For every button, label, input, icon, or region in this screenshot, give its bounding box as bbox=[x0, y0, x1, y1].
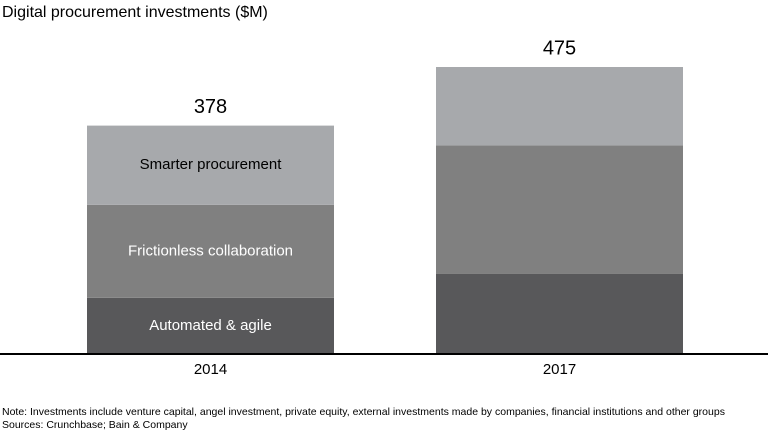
total-label: 378 bbox=[194, 96, 227, 118]
x-tick-label: 2014 bbox=[194, 361, 227, 378]
x-tick-label: 2017 bbox=[543, 361, 576, 378]
bar-segment bbox=[87, 297, 334, 354]
segment-label: Automated & agile bbox=[149, 317, 272, 334]
segment-label: Smarter procurement bbox=[140, 156, 283, 173]
note: Note: Investments include venture capita… bbox=[2, 406, 725, 418]
segment-label: Frictionless collaboration bbox=[128, 242, 293, 259]
bar-segment bbox=[436, 67, 683, 146]
sources: Sources: Crunchbase; Bain & Company bbox=[2, 419, 188, 431]
bar-segment bbox=[436, 145, 683, 274]
bar-segment bbox=[87, 125, 334, 205]
bar-segment bbox=[436, 273, 683, 354]
total-label: 475 bbox=[543, 37, 576, 59]
chart-title: Digital procurement investments ($M) bbox=[2, 4, 268, 21]
bar-segment bbox=[87, 204, 334, 298]
